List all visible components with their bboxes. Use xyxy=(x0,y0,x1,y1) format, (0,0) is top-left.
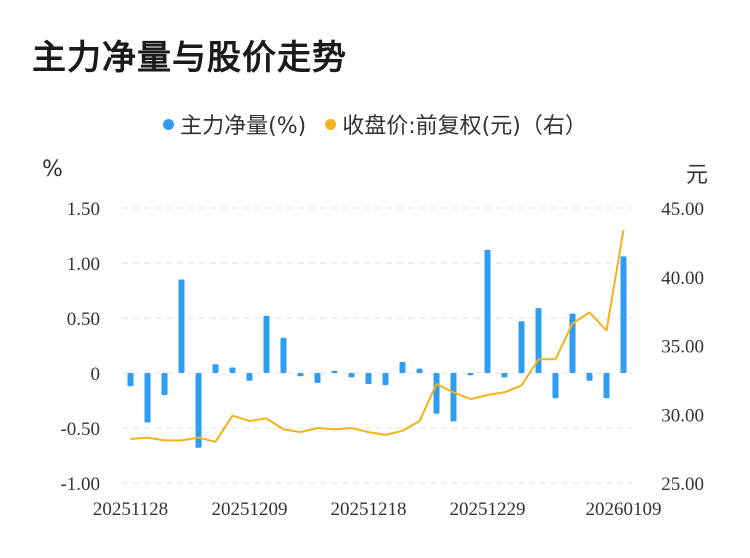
chart-title: 主力净量与股价走势 xyxy=(32,38,347,78)
right-axis-tick-label: 35.00 xyxy=(661,337,704,358)
bar xyxy=(331,370,338,373)
bar xyxy=(603,373,610,399)
bar xyxy=(195,373,202,448)
bar xyxy=(518,321,525,373)
legend-dot-line-icon xyxy=(325,118,337,130)
bar xyxy=(467,373,474,376)
bar xyxy=(246,373,253,381)
bar xyxy=(144,373,151,423)
bar xyxy=(552,373,559,399)
bar xyxy=(484,249,491,373)
bar xyxy=(586,373,593,381)
bar xyxy=(314,373,321,383)
bar xyxy=(433,373,440,414)
left-axis-tick-label: 1.00 xyxy=(67,254,100,275)
bar xyxy=(450,373,457,422)
left-axis-tick-label: 1.50 xyxy=(67,199,100,220)
bar xyxy=(501,373,508,378)
bar xyxy=(382,373,389,386)
bar xyxy=(280,337,287,373)
x-axis-tick-label: 20260109 xyxy=(586,499,662,520)
bar xyxy=(263,315,270,373)
right-axis-tick-label: 40.00 xyxy=(661,268,704,289)
bar xyxy=(348,373,355,378)
legend-label-close-price: 收盘价:前复权(元)（右） xyxy=(342,114,587,139)
right-axis-tick-label: 25.00 xyxy=(661,474,704,495)
legend-item-net-volume[interactable]: 主力净量(%) xyxy=(163,108,306,140)
legend-dot-bar-icon xyxy=(163,118,175,130)
right-axis-tick-label: 45.00 xyxy=(661,199,704,220)
bar xyxy=(416,368,423,373)
legend-label-net-volume: 主力净量(%) xyxy=(180,114,307,139)
bar xyxy=(161,373,168,395)
x-axis-tick-label: 20251218 xyxy=(331,499,407,520)
x-axis-tick-label: 20251229 xyxy=(450,499,526,520)
bar xyxy=(399,362,406,373)
left-axis-tick-label: 0 xyxy=(91,364,101,385)
bar xyxy=(620,256,627,373)
left-axis-tick-label: 0.50 xyxy=(67,309,100,330)
bar xyxy=(535,308,542,373)
legend-item-close-price[interactable]: 收盘价:前复权(元)（右） xyxy=(325,108,587,140)
bar xyxy=(178,279,185,373)
chart-legend: 主力净量(%) 收盘价:前复权(元)（右） xyxy=(0,108,750,140)
left-axis-tick-label: -0.50 xyxy=(60,419,100,440)
bar xyxy=(297,373,304,377)
left-axis-unit: % xyxy=(42,157,63,182)
close-price-line xyxy=(130,229,625,443)
x-axis-tick-label: 20251128 xyxy=(93,499,168,520)
bar xyxy=(127,373,134,387)
x-axis-tick-label: 20251209 xyxy=(212,499,288,520)
bar xyxy=(365,373,372,384)
bar xyxy=(212,364,219,373)
left-axis-tick-label: -1.00 xyxy=(60,474,100,495)
right-axis-unit: 元 xyxy=(685,163,708,188)
right-axis-tick-label: 30.00 xyxy=(661,405,704,426)
bar xyxy=(229,367,236,373)
